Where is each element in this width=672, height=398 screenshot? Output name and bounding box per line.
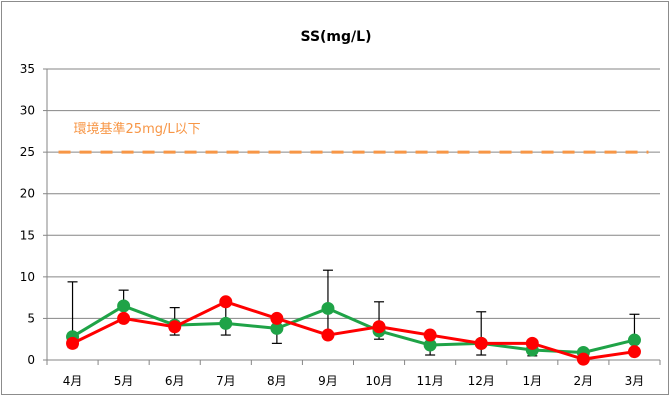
series-1-point-1 <box>117 311 131 325</box>
series-1-point-6 <box>372 320 386 334</box>
gridlines <box>47 68 660 319</box>
series-1-point-9 <box>525 336 539 350</box>
series-0-line <box>71 304 635 355</box>
series-0-point-11 <box>627 333 641 347</box>
y-tick-label-30: 30 <box>20 104 35 118</box>
y-tick-label-20: 20 <box>20 187 35 201</box>
series-0-point-4 <box>270 321 284 335</box>
series-1-point-8 <box>474 336 488 350</box>
x-tick-label-8: 12月 <box>468 374 495 388</box>
series-group <box>66 295 641 366</box>
axes: 0 5 10 15 20 25 30 35 4月 5月 6月 7月 8月 9月 10月 11月 12月 1月 2月 3… <box>20 62 661 388</box>
x-tick-label-5: 9月 <box>318 374 338 388</box>
x-tick-label-1: 5月 <box>114 374 134 388</box>
x-tick-label-11: 3月 <box>625 374 645 388</box>
x-tick-label-6: 10月 <box>365 374 392 388</box>
x-tick-label-4: 8月 <box>267 374 287 388</box>
series-1-point-10 <box>576 352 590 366</box>
x-tick-label-3: 7月 <box>216 374 236 388</box>
y-tick-label-5: 5 <box>27 311 35 325</box>
y-tick-label-15: 15 <box>20 228 35 242</box>
y-tick-label-0: 0 <box>27 353 35 367</box>
reference-line-group: 環境基準25mg/L以下 <box>58 121 649 154</box>
error-bars <box>67 269 640 357</box>
y-tick-label-25: 25 <box>20 145 35 159</box>
series-0-point-5 <box>321 301 335 315</box>
x-tick-label-7: 11月 <box>416 374 443 388</box>
x-tick-label-9: 1月 <box>522 374 542 388</box>
series-0-point-1 <box>117 299 131 313</box>
series-0-point-7 <box>423 338 437 352</box>
series-1-point-4 <box>270 311 284 325</box>
y-tick-label-35: 35 <box>20 62 35 76</box>
series-0-point-3 <box>219 316 233 330</box>
series-1-point-3 <box>219 295 233 309</box>
x-tick-label-0: 4月 <box>63 374 83 388</box>
x-tick-label-10: 2月 <box>574 374 594 388</box>
x-tick-label-2: 6月 <box>165 374 185 388</box>
series-1-point-11 <box>627 345 641 359</box>
series-1-point-5 <box>321 328 335 342</box>
series-1-point-7 <box>423 328 437 342</box>
y-tick-label-10: 10 <box>20 270 35 284</box>
series-1-point-2 <box>168 320 182 334</box>
chart-title: SS(mg/L) <box>301 29 372 45</box>
series-1-line <box>71 300 635 361</box>
series-1-point-0 <box>66 336 80 350</box>
reference-line-label: 環境基準25mg/L以下 <box>74 121 201 137</box>
